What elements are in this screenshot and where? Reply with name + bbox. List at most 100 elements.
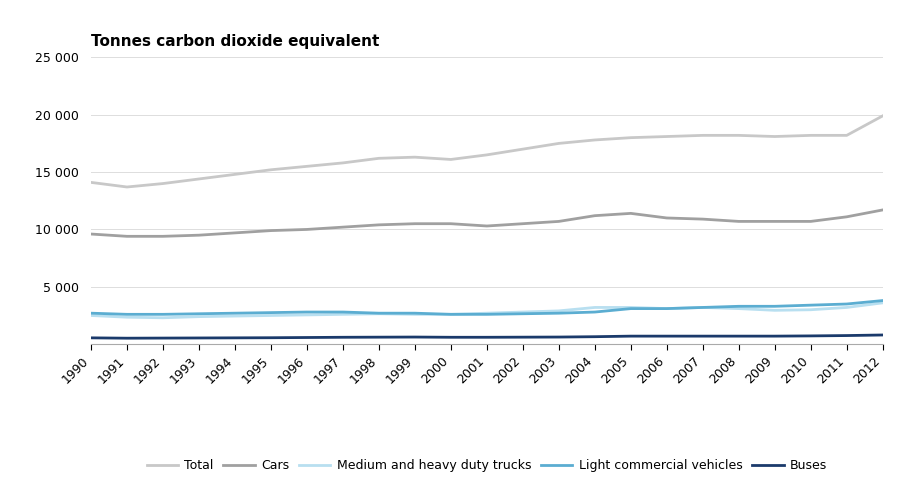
Cars — [553, 218, 564, 224]
Medium and heavy duty trucks — [86, 313, 96, 318]
Total — [373, 155, 384, 161]
Cars — [445, 221, 456, 227]
Light commercial vehicles — [877, 298, 888, 304]
Line: Light commercial vehicles: Light commercial vehicles — [91, 301, 883, 315]
Medium and heavy duty trucks — [841, 304, 852, 310]
Total — [229, 172, 240, 177]
Light commercial vehicles — [338, 309, 349, 315]
Buses — [518, 334, 529, 340]
Light commercial vehicles — [373, 310, 384, 316]
Medium and heavy duty trucks — [122, 315, 133, 320]
Cars — [86, 231, 96, 237]
Light commercial vehicles — [697, 304, 708, 310]
Medium and heavy duty trucks — [877, 300, 888, 306]
Cars — [481, 223, 492, 229]
Cars — [229, 230, 240, 236]
Light commercial vehicles — [805, 302, 816, 308]
Light commercial vehicles — [410, 310, 420, 316]
Total — [805, 132, 816, 138]
Buses — [157, 335, 168, 341]
Medium and heavy duty trucks — [445, 312, 456, 317]
Buses — [625, 333, 636, 339]
Cars — [301, 227, 312, 232]
Buses — [769, 333, 780, 339]
Cars — [410, 221, 420, 227]
Medium and heavy duty trucks — [518, 309, 529, 315]
Light commercial vehicles — [229, 310, 240, 316]
Buses — [481, 335, 492, 340]
Total — [266, 167, 277, 173]
Cars — [157, 233, 168, 239]
Total — [769, 134, 780, 140]
Total — [662, 134, 672, 140]
Medium and heavy duty trucks — [590, 304, 601, 310]
Buses — [194, 335, 205, 341]
Medium and heavy duty trucks — [157, 315, 168, 321]
Line: Buses: Buses — [91, 335, 883, 338]
Total — [481, 152, 492, 158]
Buses — [229, 335, 240, 341]
Cars — [194, 232, 205, 238]
Light commercial vehicles — [157, 312, 168, 317]
Light commercial vehicles — [662, 306, 672, 312]
Text: Tonnes carbon dioxide equivalent: Tonnes carbon dioxide equivalent — [91, 34, 379, 49]
Medium and heavy duty trucks — [301, 312, 312, 318]
Buses — [122, 336, 133, 341]
Buses — [697, 333, 708, 339]
Total — [86, 180, 96, 185]
Cars — [805, 218, 816, 224]
Buses — [841, 333, 852, 338]
Light commercial vehicles — [122, 312, 133, 317]
Buses — [553, 334, 564, 340]
Light commercial vehicles — [194, 311, 205, 316]
Total — [733, 132, 744, 138]
Total — [625, 135, 636, 141]
Medium and heavy duty trucks — [410, 312, 420, 317]
Cars — [769, 218, 780, 224]
Medium and heavy duty trucks — [697, 304, 708, 310]
Light commercial vehicles — [86, 310, 96, 316]
Medium and heavy duty trucks — [769, 307, 780, 313]
Buses — [338, 335, 349, 340]
Total — [697, 132, 708, 138]
Buses — [877, 332, 888, 338]
Cars — [373, 222, 384, 228]
Medium and heavy duty trucks — [338, 312, 349, 317]
Cars — [625, 210, 636, 216]
Light commercial vehicles — [625, 306, 636, 312]
Line: Cars: Cars — [91, 210, 883, 236]
Light commercial vehicles — [266, 310, 277, 315]
Total — [518, 146, 529, 152]
Light commercial vehicles — [769, 304, 780, 309]
Total — [410, 154, 420, 160]
Total — [194, 176, 205, 182]
Buses — [445, 335, 456, 340]
Cars — [590, 213, 601, 218]
Cars — [877, 207, 888, 213]
Medium and heavy duty trucks — [553, 308, 564, 314]
Cars — [662, 215, 672, 221]
Medium and heavy duty trucks — [266, 313, 277, 318]
Buses — [410, 334, 420, 340]
Total — [553, 141, 564, 146]
Light commercial vehicles — [301, 309, 312, 315]
Total — [590, 137, 601, 143]
Buses — [662, 333, 672, 339]
Medium and heavy duty trucks — [194, 314, 205, 319]
Light commercial vehicles — [518, 311, 529, 316]
Medium and heavy duty trucks — [229, 313, 240, 319]
Medium and heavy duty trucks — [625, 304, 636, 310]
Medium and heavy duty trucks — [805, 307, 816, 313]
Light commercial vehicles — [553, 310, 564, 316]
Buses — [266, 335, 277, 341]
Line: Medium and heavy duty trucks: Medium and heavy duty trucks — [91, 303, 883, 318]
Cars — [338, 224, 349, 230]
Buses — [733, 333, 744, 339]
Cars — [841, 214, 852, 220]
Total — [122, 184, 133, 190]
Light commercial vehicles — [481, 312, 492, 317]
Total — [841, 132, 852, 138]
Cars — [122, 233, 133, 239]
Cars — [697, 216, 708, 222]
Line: Total: Total — [91, 116, 883, 187]
